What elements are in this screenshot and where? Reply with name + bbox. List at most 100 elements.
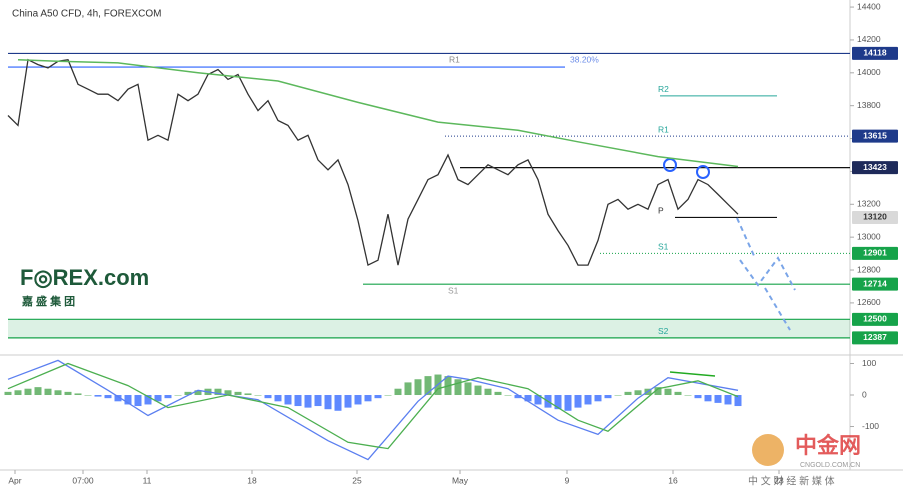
watermark: 中金网	[795, 433, 861, 458]
level-label: 12714	[863, 278, 887, 288]
level-box	[852, 312, 898, 326]
watermark-icon	[752, 434, 784, 466]
annotations	[663, 158, 796, 377]
x-tick-label: 16	[668, 475, 678, 485]
histogram-bar	[174, 395, 182, 396]
histogram-bar	[614, 395, 622, 396]
x-tick-label: Apr	[8, 475, 21, 485]
histogram-bar	[4, 391, 12, 396]
pivot-label: R1	[658, 124, 669, 134]
histogram-bar	[414, 379, 422, 396]
histogram-bar	[574, 395, 582, 408]
histogram-bar	[424, 376, 432, 396]
histogram-bar	[44, 388, 52, 396]
histogram-bar	[74, 393, 82, 396]
ma-line	[17, 58, 739, 168]
level-label: 12500	[863, 314, 887, 324]
level-box	[852, 277, 898, 291]
fib-label: R1	[449, 54, 460, 64]
histogram-bar	[704, 395, 712, 402]
histogram-bar	[104, 395, 112, 399]
level-label: 13120	[863, 212, 887, 222]
histogram-bar	[514, 395, 522, 399]
histogram-bar	[164, 395, 172, 399]
level-label: 12387	[863, 332, 887, 342]
oscillator-line	[7, 362, 739, 450]
level-box	[852, 210, 898, 224]
histogram-bar	[734, 395, 742, 407]
pivot-label: S2	[658, 326, 669, 336]
histogram-bar	[364, 395, 372, 402]
y-tick-label: -100	[862, 421, 879, 431]
histogram-bar	[624, 391, 632, 396]
histogram-bar	[214, 388, 222, 396]
histogram-bar	[254, 395, 262, 396]
histogram-bar	[24, 388, 32, 396]
histogram-bar	[94, 395, 102, 397]
x-tick-label: 18	[247, 475, 257, 485]
watermark-tag: 中 文 财 经 新 媒 体	[748, 475, 835, 488]
histogram-bar	[474, 385, 482, 396]
histogram-bar	[34, 387, 42, 396]
histogram-bar	[154, 395, 162, 402]
level-label: 14118	[863, 48, 886, 58]
y-tick-label: 0	[862, 389, 867, 399]
x-tick-label: 9	[565, 475, 570, 485]
histogram-bar	[374, 395, 382, 399]
fib-ratio: 38.20%	[570, 54, 599, 64]
pivot-label: R2	[658, 84, 669, 94]
histogram-bar	[594, 395, 602, 402]
histogram-bar	[274, 395, 282, 402]
x-tick-label: May	[452, 475, 469, 485]
level-label: 12901	[863, 248, 887, 258]
histogram-bar	[304, 395, 312, 408]
histogram-bar	[554, 395, 562, 410]
histogram-bar	[334, 395, 342, 411]
level-box	[852, 161, 898, 175]
y-tick-label: 13000	[857, 231, 881, 241]
histogram-bar	[124, 395, 132, 405]
pivot-label: P	[658, 206, 664, 216]
y-tick-label: 13200	[857, 199, 881, 209]
histogram-bar	[144, 395, 152, 405]
histogram-bar	[454, 379, 462, 396]
histogram-bar	[664, 388, 672, 396]
histogram-bar	[234, 391, 242, 396]
level-box	[852, 246, 898, 260]
divergence-line	[669, 371, 716, 377]
histogram-bar	[724, 395, 732, 405]
histogram-bar	[294, 395, 302, 407]
histogram-bar	[184, 391, 192, 396]
projection	[739, 256, 796, 291]
histogram-bar	[264, 395, 272, 399]
y-tick-label: 14400	[857, 1, 881, 11]
x-tick-label: 07:00	[72, 475, 94, 485]
logo: F◎REX.com	[20, 265, 149, 290]
price-line	[7, 58, 739, 267]
y-tick-label: 13800	[857, 100, 881, 110]
histogram-bar	[54, 390, 62, 396]
histogram-bar	[344, 395, 352, 408]
histogram-bar	[674, 391, 682, 396]
histogram-bar	[484, 388, 492, 396]
histogram-bar	[224, 390, 232, 396]
level-box	[852, 46, 898, 60]
histogram-bar	[14, 390, 22, 396]
marker-circle	[696, 165, 710, 179]
chart-title: China A50 CFD, 4h, FOREXCOM	[12, 9, 162, 20]
histogram-bar	[324, 395, 332, 410]
histogram-bar	[714, 395, 722, 403]
pivot-label: S1	[448, 285, 459, 295]
oscillator-line	[7, 359, 739, 461]
histogram-bar	[194, 390, 202, 396]
histogram-bar	[394, 388, 402, 396]
watermark-site: CNGOLD.COM.CN	[800, 462, 860, 469]
logo-sub: 嘉 盛 集 团	[21, 294, 75, 308]
histogram-bar	[684, 395, 692, 396]
histogram-bar	[634, 390, 642, 396]
level-box	[852, 129, 898, 143]
y-tick-label: 14200	[857, 34, 881, 44]
